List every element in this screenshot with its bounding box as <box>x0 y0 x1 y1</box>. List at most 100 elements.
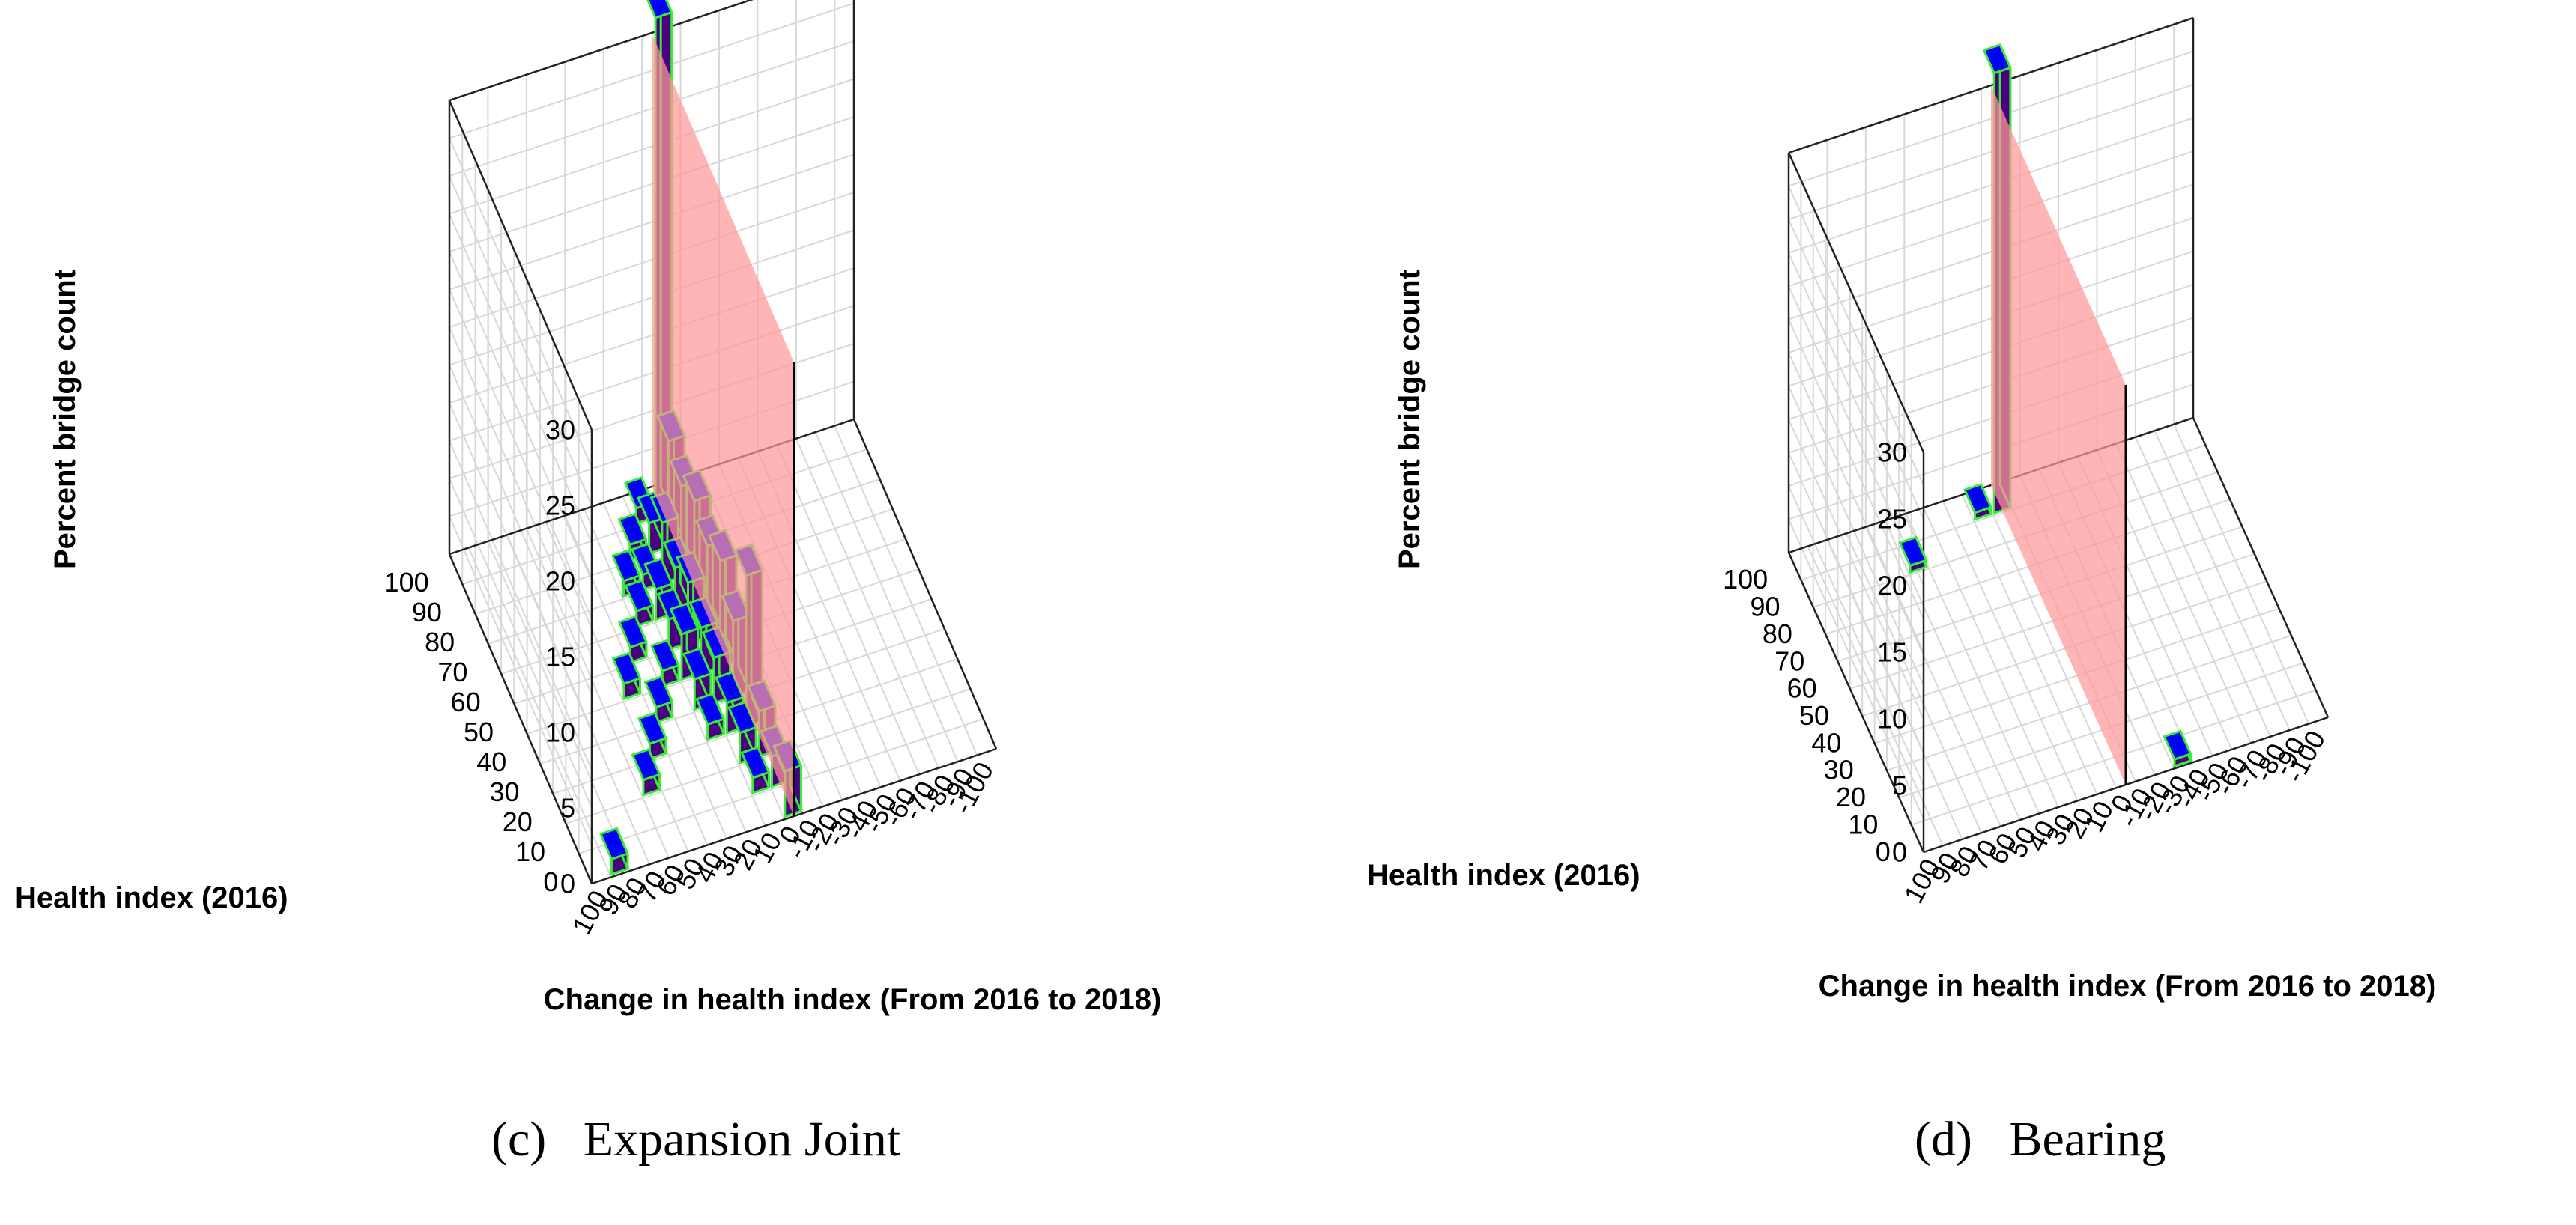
floor-grid-line <box>1961 494 2098 795</box>
y-tick-label: 70 <box>1775 645 1804 676</box>
y-tick-label: 0 <box>1876 836 1891 867</box>
bar <box>631 748 661 797</box>
z-tick-label: 25 <box>545 490 575 521</box>
bar <box>740 746 770 794</box>
floor-grid-line <box>2134 437 2271 738</box>
z-tick-label: 30 <box>1877 437 1907 468</box>
y-tick-label: 80 <box>1763 618 1792 649</box>
axis-frame-line <box>1787 152 1925 453</box>
y-tick-label: 80 <box>425 627 455 657</box>
floor-grid-line <box>1886 634 2292 771</box>
x-axis-title: Change in health index (From 2016 to 201… <box>1819 970 2437 1003</box>
z-tick-label: 0 <box>560 869 575 899</box>
axis-frame-line <box>852 419 998 750</box>
floor-grid-line <box>1942 501 2079 801</box>
caption-d-text: Bearing <box>2009 1112 2166 1167</box>
floor-grid-line <box>1864 526 2001 827</box>
z-axis-title: Percent bridge count <box>1393 270 1426 569</box>
floor-grid-line <box>1923 507 2059 808</box>
bar <box>618 615 648 664</box>
y-tick-label: 60 <box>451 687 481 717</box>
floor-grid-line <box>487 541 631 872</box>
z-tick-label: 10 <box>545 717 575 748</box>
z-tick-label: 15 <box>545 642 575 672</box>
y-tick-label: 60 <box>1787 673 1817 704</box>
bar-top <box>740 746 770 779</box>
caption-d: (d) Bearing <box>1865 1054 2166 1225</box>
floor-grid-line <box>1846 532 1983 833</box>
y-tick-label: 100 <box>1723 564 1768 595</box>
y-tick-label: 70 <box>437 657 467 687</box>
floor-grid-line <box>1807 546 1944 846</box>
bar <box>650 639 680 687</box>
z-tick-label: 5 <box>1892 770 1907 801</box>
floor-grid-line <box>525 528 670 859</box>
floor-grid-line <box>834 425 978 756</box>
bar-top <box>670 602 700 636</box>
bar-top <box>618 615 648 648</box>
floor-grid-line <box>1849 553 2255 690</box>
bar-top <box>611 549 641 583</box>
z-tick-label: 10 <box>1877 704 1907 735</box>
bar <box>599 827 629 875</box>
floor-grid-line <box>776 444 921 775</box>
bar-top <box>1963 483 1992 514</box>
reference-plane <box>1991 85 2126 785</box>
z-tick-label: 25 <box>1877 504 1907 535</box>
y-tick-label: 20 <box>1836 782 1866 812</box>
bar <box>2163 729 2192 767</box>
y-tick-label: 30 <box>1824 755 1854 785</box>
chart-bearing: 0510152025300102030405060708090100100908… <box>1367 16 2437 1003</box>
floor-grid-line <box>2173 424 2310 724</box>
axis-frame-line <box>1787 552 1925 853</box>
bar-top <box>650 639 680 672</box>
floor-grid-line <box>1981 487 2118 788</box>
floor-grid-line <box>795 438 939 769</box>
bar <box>624 579 654 627</box>
bar-top <box>643 675 673 708</box>
bar <box>1963 483 1992 521</box>
floor-grid-line <box>584 508 727 839</box>
z-tick-label: 30 <box>545 415 575 446</box>
bar-top <box>611 651 641 685</box>
y-tick-label: 90 <box>1750 592 1780 622</box>
y-tick-label: 0 <box>543 866 558 897</box>
z-tick-label: 0 <box>1892 837 1907 868</box>
bar-top <box>1983 43 2012 75</box>
bar <box>695 693 725 741</box>
bar-top <box>682 647 712 681</box>
bar <box>643 675 673 724</box>
z-tick-label: 5 <box>560 793 575 824</box>
floor-grid-line <box>1861 580 2267 717</box>
axis-frame-line <box>2192 417 2330 718</box>
y-tick-label: 20 <box>503 806 533 837</box>
y-tick-label: 30 <box>489 776 519 807</box>
bar <box>611 651 641 700</box>
chart-expansion-joint: 0510152025300102030405060708090100100908… <box>15 0 1161 1016</box>
y-axis-title: Health index (2016) <box>1367 859 1640 892</box>
reference-plane <box>652 33 794 816</box>
y-axis-title: Health index (2016) <box>15 881 288 914</box>
bar-top <box>646 0 673 19</box>
y-tick-label: 40 <box>476 747 506 777</box>
y-tick-label: 90 <box>412 597 442 627</box>
bar <box>637 711 667 760</box>
bar <box>1898 536 1928 574</box>
figure: 0 5 10 15 20 25 30 0 10 20 30 40 50 60 70 80 90 100 100 90 8… <box>15 0 2437 1167</box>
bar-top <box>637 711 667 745</box>
floor-grid-line <box>1874 607 2279 744</box>
floor-grid-line <box>545 521 689 852</box>
caption-c-label: (c) <box>491 1112 547 1167</box>
y-tick-label: 50 <box>1799 700 1829 731</box>
bar-top <box>643 557 673 591</box>
z-tick-label: 20 <box>545 566 575 597</box>
floor-grid-line <box>814 431 959 762</box>
bar-top <box>624 579 654 612</box>
bar-top <box>631 748 661 782</box>
y-tick-label: 40 <box>1811 727 1841 758</box>
bar-top <box>617 513 647 546</box>
caption-d-label: (d) <box>1915 1112 1972 1167</box>
caption-c: (c) Expansion Joint <box>442 1054 900 1225</box>
y-tick-label: 100 <box>384 567 429 598</box>
y-tick-label: 50 <box>464 717 494 747</box>
